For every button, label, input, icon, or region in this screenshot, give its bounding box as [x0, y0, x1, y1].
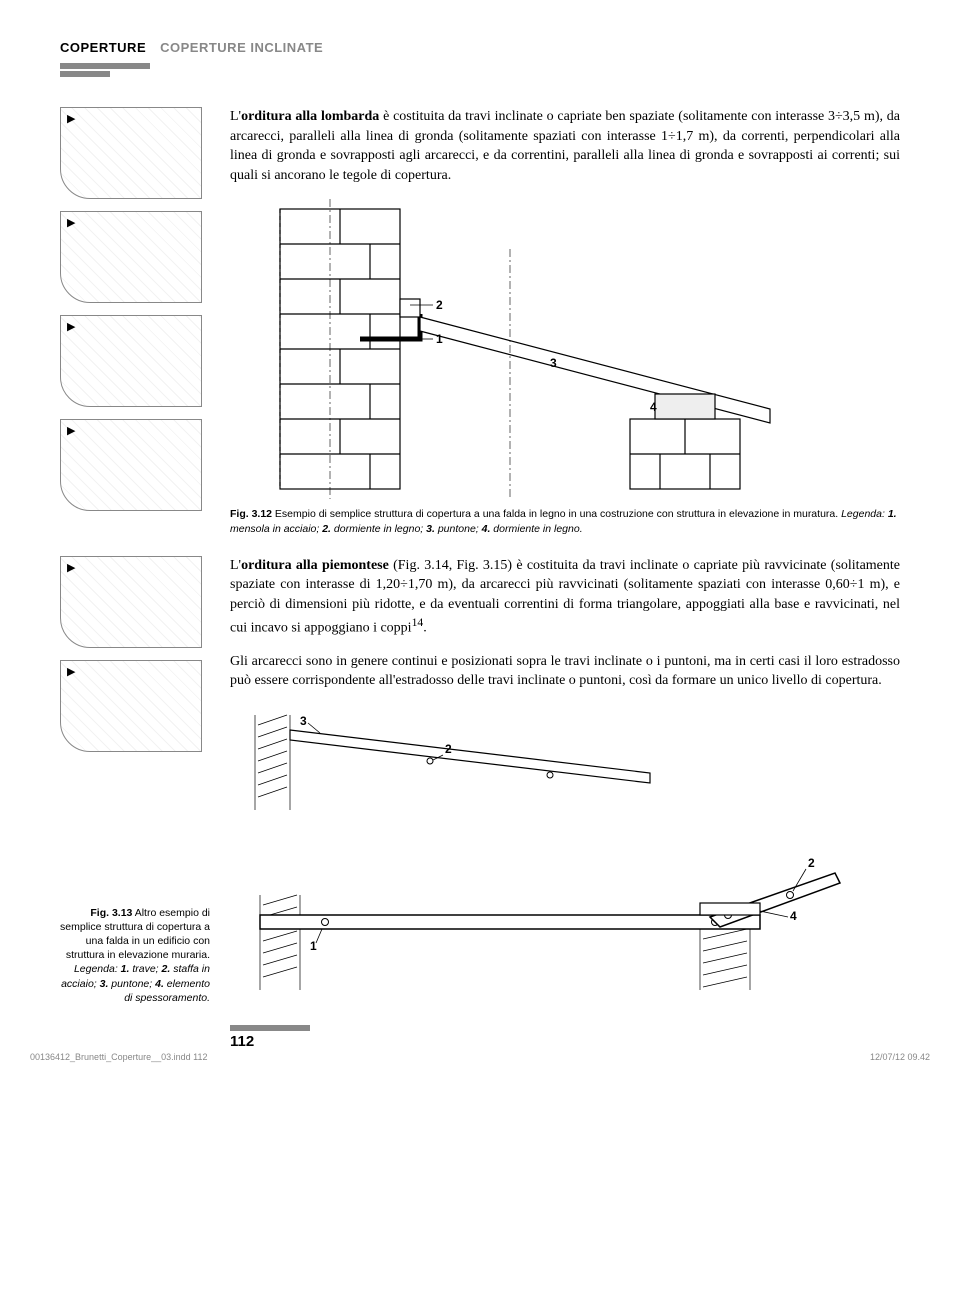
- paragraph-arcarecci: Gli arcarecci sono in genere continui e …: [230, 652, 900, 691]
- sketch-roof-4: ▶: [60, 419, 202, 511]
- figure-3-13-upper: 3 2: [230, 705, 900, 815]
- caption-3-12: Fig. 3.12 Esempio di semplice struttura …: [230, 507, 900, 535]
- svg-text:3: 3: [550, 356, 557, 370]
- caption-3-13: Fig. 3.13 Altro esempio di semplice stru…: [60, 906, 210, 1005]
- page-number: 112: [230, 1033, 900, 1050]
- page-number-block: 112: [230, 1025, 900, 1050]
- svg-text:3: 3: [300, 714, 307, 728]
- side-sketches-lombarda: ▶ ▶ ▶ ▶: [60, 107, 210, 523]
- figure-3-12: 2 1 3 4 Fig. 3.12 Esempio di semplice st…: [230, 199, 900, 535]
- page-header: COPERTURE COPERTURE INCLINATE: [60, 40, 900, 55]
- footer-file: 00136412_Brunetti_Coperture__03.indd 112: [30, 1052, 207, 1062]
- svg-text:4: 4: [650, 400, 657, 414]
- fig-3-13-upper-svg: 3 2: [230, 705, 790, 815]
- sketch-roof-6: ▶: [60, 660, 202, 752]
- svg-text:2: 2: [436, 298, 443, 312]
- paragraph-piemontese: L'orditura alla piemontese (Fig. 3.14, F…: [230, 556, 900, 638]
- paragraph-lombarda: L'orditura alla lombarda è costituita da…: [230, 107, 900, 185]
- figure-3-13-lower: 1 2 4: [230, 845, 900, 995]
- svg-text:4: 4: [790, 909, 797, 923]
- header-subsection: COPERTURE INCLINATE: [160, 40, 323, 55]
- header-section: COPERTURE: [60, 40, 146, 55]
- header-rule: [60, 63, 900, 77]
- svg-text:1: 1: [310, 939, 317, 953]
- footer-datetime: 12/07/12 09.42: [870, 1052, 930, 1062]
- sketch-roof-1: ▶: [60, 107, 202, 199]
- svg-text:1: 1: [436, 332, 443, 346]
- fig-3-12-svg: 2 1 3 4: [230, 199, 790, 499]
- sketch-roof-2: ▶: [60, 211, 202, 303]
- fig-3-13-lower-svg: 1 2 4: [230, 845, 850, 995]
- side-sketches-piemontese: ▶ ▶: [60, 556, 210, 764]
- footer-metadata: 00136412_Brunetti_Coperture__03.indd 112…: [30, 1052, 930, 1062]
- svg-text:2: 2: [808, 856, 815, 870]
- sketch-roof-5: ▶: [60, 556, 202, 648]
- sketch-roof-3: ▶: [60, 315, 202, 407]
- svg-text:2: 2: [445, 742, 452, 756]
